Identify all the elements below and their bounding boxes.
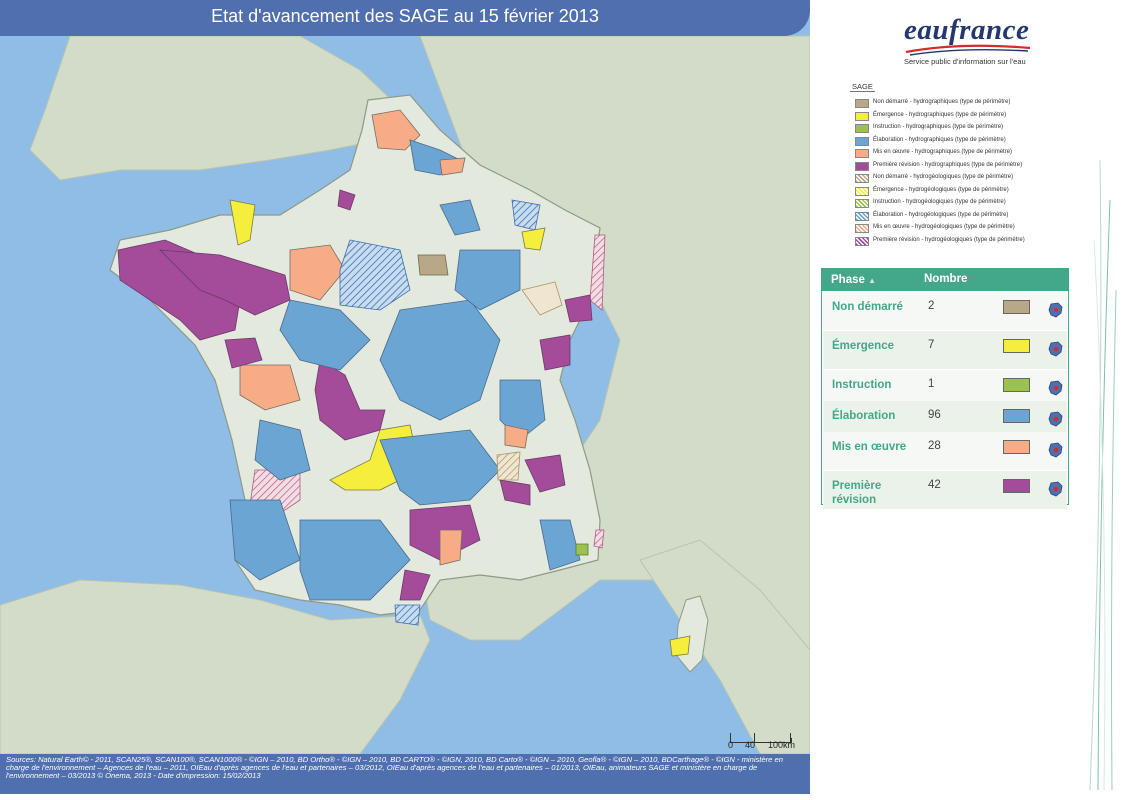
phase-count: 7 xyxy=(928,339,935,351)
legend-swatch xyxy=(855,236,869,246)
sort-asc-icon: ▲ xyxy=(868,276,877,285)
sage-map[interactable] xyxy=(0,0,810,794)
phase-count: 1 xyxy=(928,378,935,390)
logo-wordmark: eaufrance xyxy=(904,14,1030,46)
legend-item: Élaboration - hydrogéologiques (type de … xyxy=(850,210,1050,222)
table-row: Non démarré 2 xyxy=(823,292,1067,331)
sources-footer: Sources: Natural Earth© - 2011, SCAN25®,… xyxy=(0,754,810,794)
title-bar: Etat d'avancement des SAGE au 15 février… xyxy=(0,0,810,36)
phase-count: 28 xyxy=(928,440,941,452)
france-zoom-icon[interactable] xyxy=(1047,301,1065,319)
france-zoom-icon[interactable] xyxy=(1047,480,1065,498)
france-zoom-icon[interactable] xyxy=(1047,441,1065,459)
legend-item: Élaboration - hydrographiques (type de p… xyxy=(850,135,1050,147)
logo-swoosh-icon xyxy=(905,44,1031,56)
scale-label-40: 40 xyxy=(745,740,756,750)
phase-name: Première révision xyxy=(832,480,882,506)
phase-color-swatch xyxy=(1003,440,1030,454)
legend-swatch xyxy=(855,149,869,158)
legend-item: Mis en œuvre - hydrogéologiques (type de… xyxy=(850,222,1050,234)
legend-item: Émergence - hydrogéologiques (type de pé… xyxy=(850,185,1050,197)
phase-name: Mis en œuvre xyxy=(832,441,907,453)
map-legend: SAGE Non démarré - hydrographiques (type… xyxy=(850,76,1050,247)
phase-name: Émergence xyxy=(832,340,895,352)
scale-label-100km: 100km xyxy=(768,740,796,750)
phase-count: 96 xyxy=(928,409,941,421)
legend-item: Non démarré - hydrographiques (type de p… xyxy=(850,97,1050,109)
legend-item: Émergence - hydrographiques (type de pér… xyxy=(850,110,1050,122)
phase-name: Instruction xyxy=(832,379,892,391)
decorative-lines xyxy=(1089,159,1117,791)
table-row: Mis en œuvre 28 xyxy=(823,432,1067,471)
phase-column-header[interactable]: Phase ▲ xyxy=(831,274,877,286)
phase-count: 2 xyxy=(928,300,935,312)
phase-color-swatch xyxy=(1003,300,1030,314)
map-panel[interactable]: Etat d'avancement des SAGE au 15 février… xyxy=(0,0,810,794)
phase-name: Élaboration xyxy=(832,410,896,422)
legend-item: Première révision - hydrogéologiques (ty… xyxy=(850,235,1050,247)
scale-bar: 0 40 100km xyxy=(728,730,798,752)
phase-count: 42 xyxy=(928,479,941,491)
phase-color-swatch xyxy=(1003,339,1030,353)
legend-swatch xyxy=(855,211,869,221)
scale-label-0: 0 xyxy=(728,740,734,750)
france-zoom-icon[interactable] xyxy=(1047,410,1065,428)
eaufrance-logo[interactable]: eaufrance Service public d'information s… xyxy=(900,14,1040,72)
legend-item: Mis en œuvre - hydrographiques (type de … xyxy=(850,147,1050,159)
phase-color-swatch xyxy=(1003,378,1030,392)
count-column-header[interactable]: Nombre xyxy=(924,273,968,285)
sage-regions[interactable] xyxy=(117,109,691,657)
map-title: Etat d'avancement des SAGE au 15 février… xyxy=(211,6,599,26)
legend-swatch xyxy=(855,186,869,196)
phase-color-swatch xyxy=(1003,479,1030,493)
legend-item: Instruction - hydrogéologiques (type de … xyxy=(850,197,1050,209)
phase-name: Non démarré xyxy=(832,301,903,313)
legend-item: Première révision - hydrographiques (typ… xyxy=(850,160,1050,172)
legend-swatch xyxy=(855,99,869,108)
phase-color-swatch xyxy=(1003,409,1030,423)
legend-title: SAGE xyxy=(850,82,875,92)
legend-swatch xyxy=(855,199,869,208)
legend-swatch xyxy=(855,174,869,183)
legend-swatch xyxy=(855,124,869,133)
legend-swatch xyxy=(855,111,869,121)
legend-items: Non démarré - hydrographiques (type de p… xyxy=(850,97,1050,247)
table-row: Première révision 42 xyxy=(823,471,1067,510)
phase-stats-table: Phase ▲ Nombre Non démarré 2 Émergence 7… xyxy=(821,268,1069,510)
table-row: Émergence 7 xyxy=(823,331,1067,370)
legend-swatch xyxy=(855,136,869,146)
legend-swatch xyxy=(855,224,869,233)
france-zoom-icon[interactable] xyxy=(1047,379,1065,397)
legend-item: Instruction - hydrographiques (type de p… xyxy=(850,122,1050,134)
stats-header: Phase ▲ Nombre xyxy=(822,269,1068,291)
legend-item: Non démarré - hydrogéologiques (type de … xyxy=(850,172,1050,184)
legend-swatch xyxy=(855,161,869,171)
england-land xyxy=(29,35,401,181)
logo-tagline: Service public d'information sur l'eau xyxy=(904,57,1026,66)
france-zoom-icon[interactable] xyxy=(1047,340,1065,358)
